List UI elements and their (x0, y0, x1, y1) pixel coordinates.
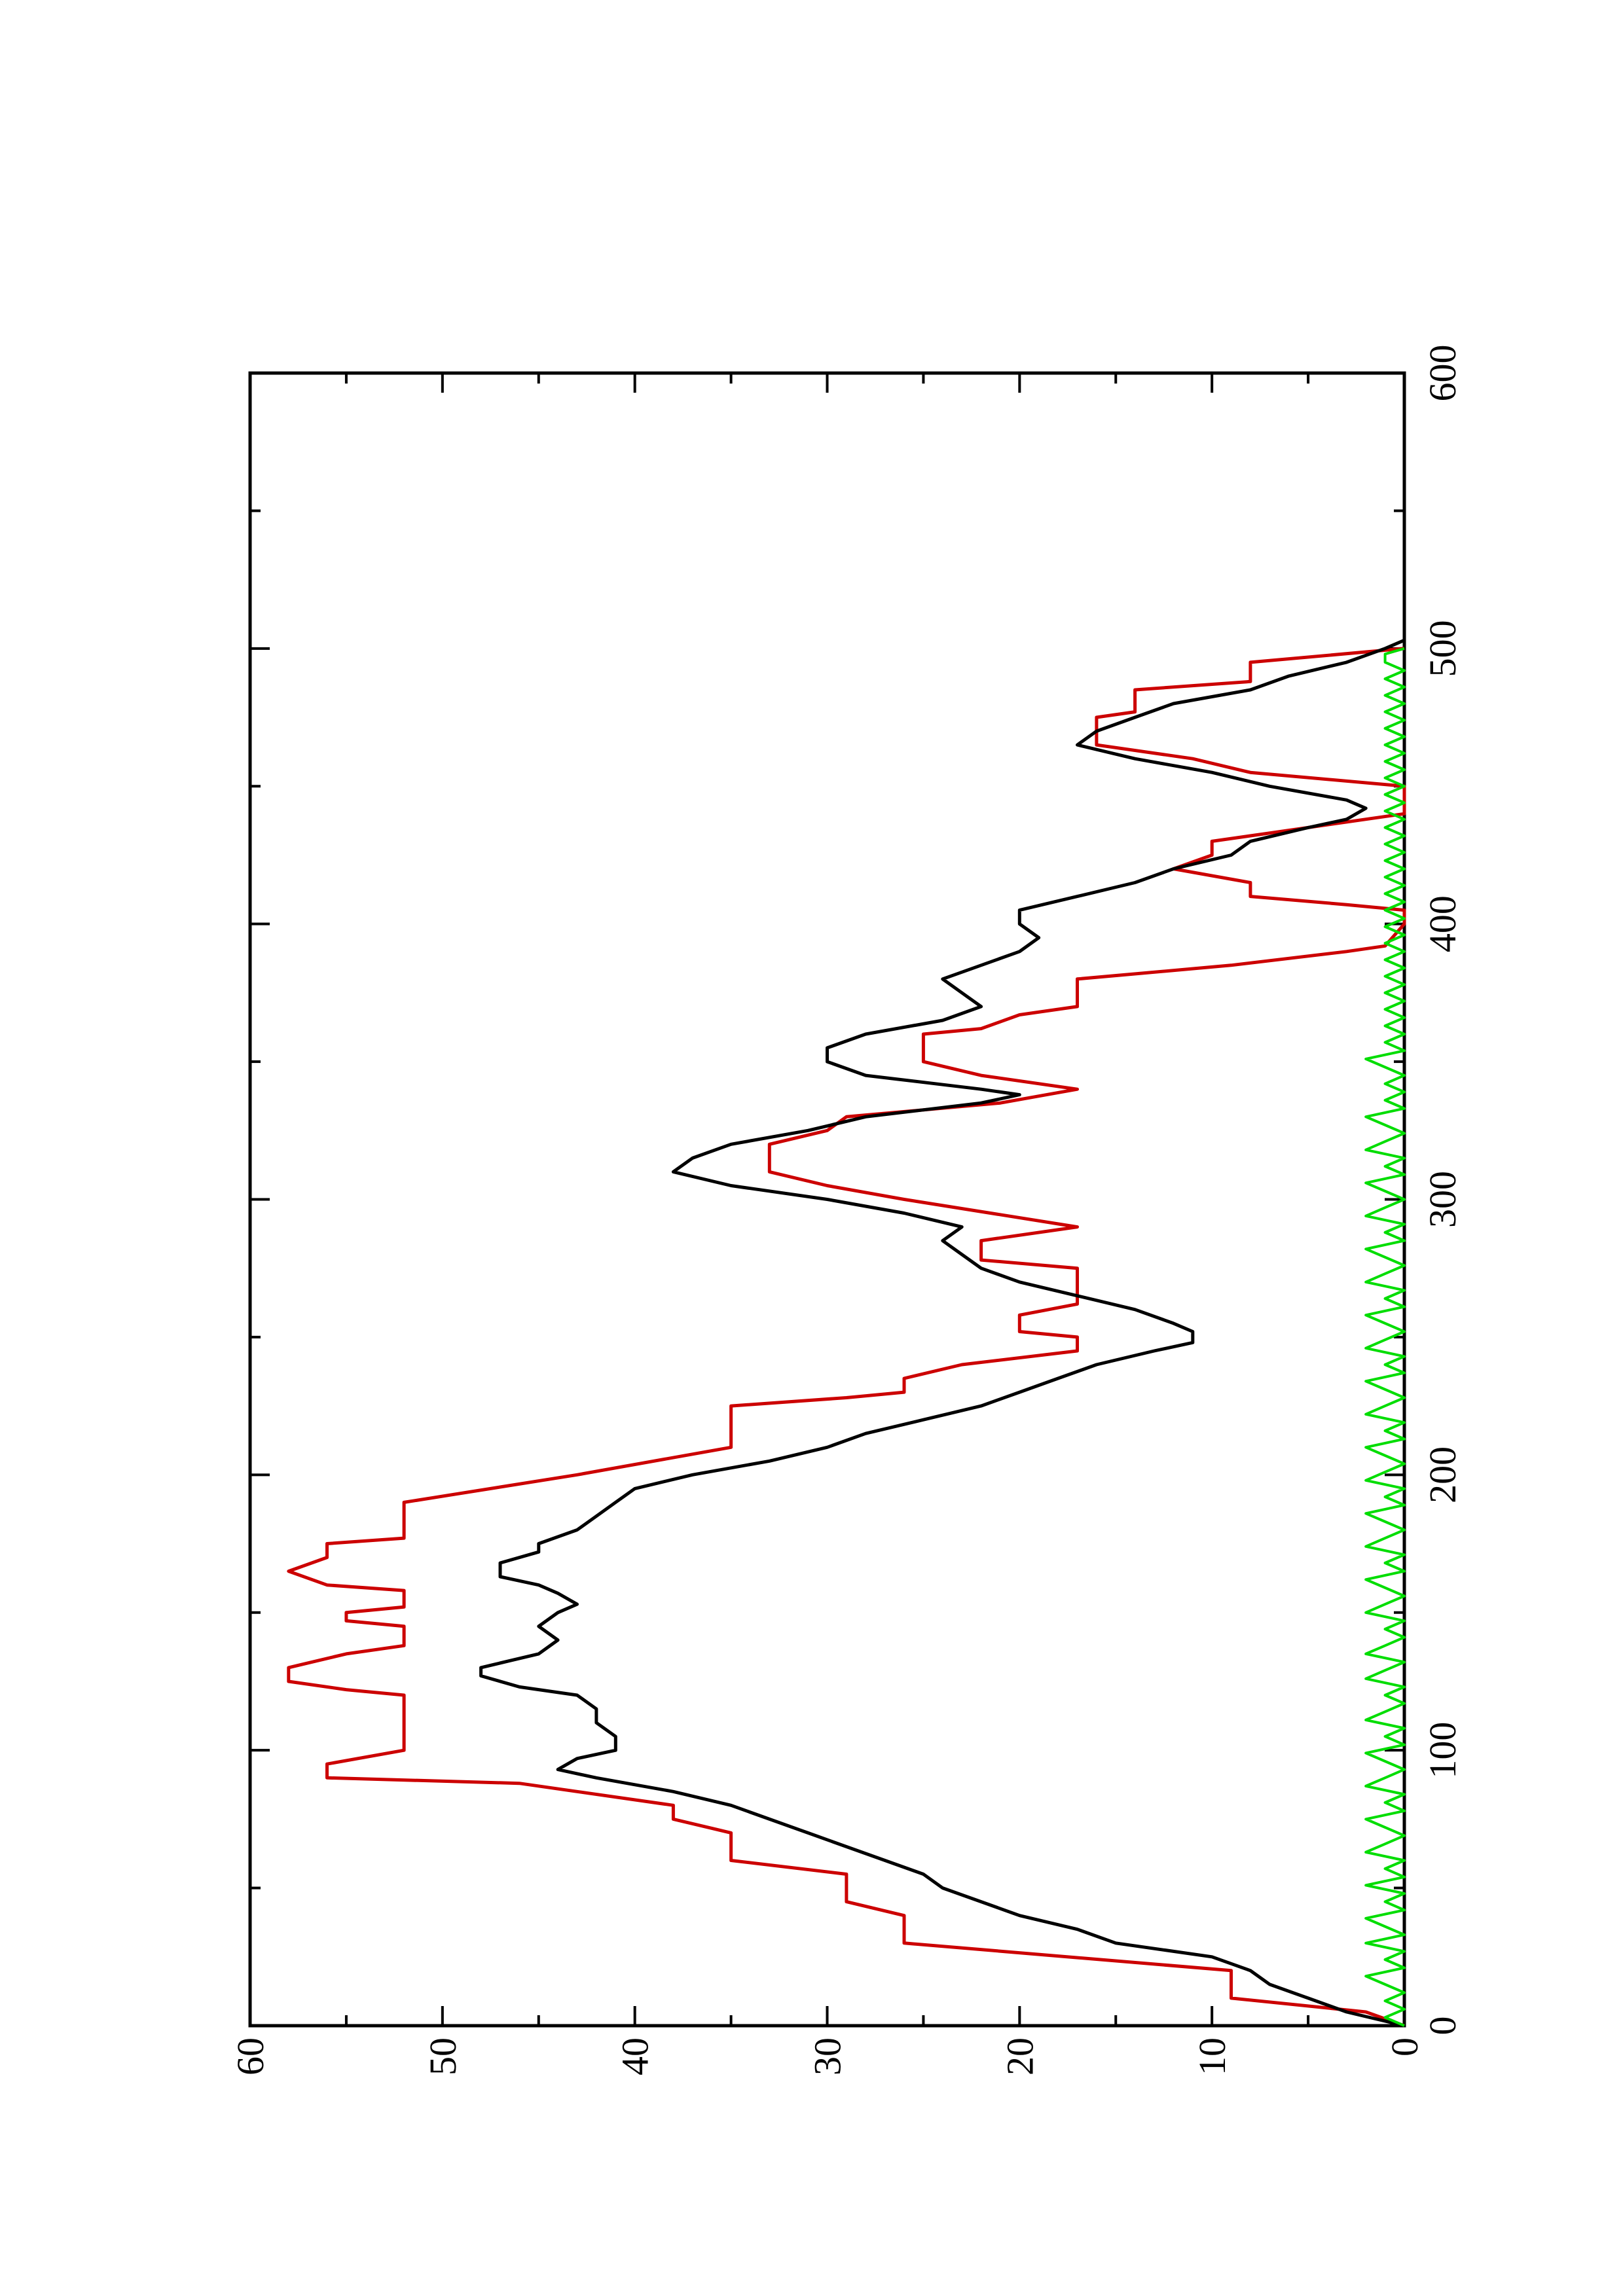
y-tick-label: 60 (229, 2037, 272, 2075)
y-tick-label: 30 (807, 2037, 849, 2075)
x-tick-label: 0 (1421, 2017, 1464, 2036)
series-line-1 (287, 647, 1406, 2028)
axis-ticks (249, 372, 1406, 2027)
series-line-2 (479, 638, 1405, 2028)
tick-labels: 0 100 200 300 400 500 600 0 10 20 30 40 50 60 (229, 345, 1464, 2076)
y-tick-label: 10 (1191, 2037, 1233, 2075)
x-tick-label: 500 (1421, 620, 1464, 677)
y-tick-label: 0 (1383, 2037, 1426, 2056)
x-tick-label: 400 (1421, 895, 1464, 952)
series-line-3 (1364, 647, 1406, 2027)
x-tick-label: 600 (1421, 345, 1464, 402)
series-layer (287, 638, 1406, 2028)
y-tick-label: 40 (614, 2037, 657, 2075)
y-tick-label: 50 (422, 2037, 464, 2075)
x-tick-label: 100 (1421, 1722, 1464, 1779)
y-tick-label: 20 (998, 2037, 1041, 2075)
x-tick-label: 300 (1421, 1171, 1464, 1228)
x-tick-label: 200 (1421, 1446, 1464, 1503)
